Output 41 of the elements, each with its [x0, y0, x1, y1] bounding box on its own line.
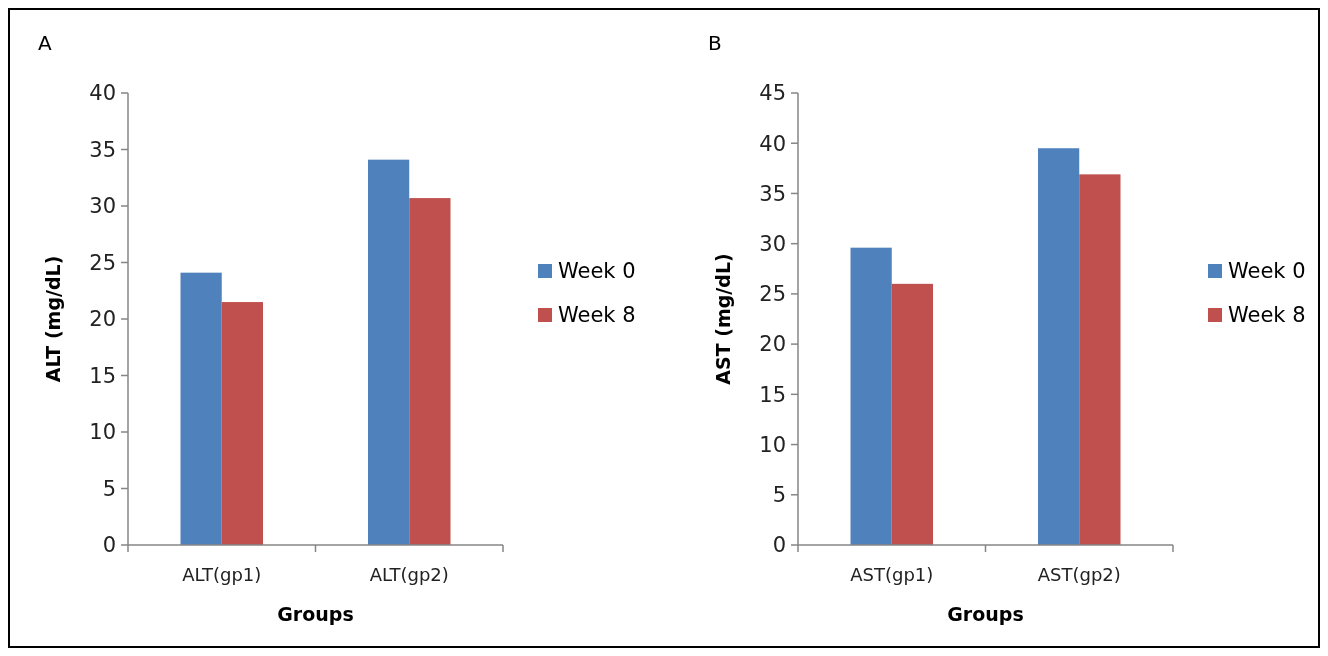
chart-title: A — [38, 31, 52, 55]
bar — [368, 159, 410, 545]
bar — [180, 272, 222, 545]
y-axis-title: ALT (mg/dL) — [42, 255, 64, 383]
y-tick-label: 15 — [759, 382, 786, 407]
legend-label: Week 0 — [558, 259, 636, 284]
bar — [850, 247, 892, 545]
x-tick-label: ALT(gp1) — [182, 564, 262, 585]
y-tick-label: 35 — [759, 181, 786, 206]
y-tick-label: 5 — [102, 476, 116, 501]
y-tick-label: 30 — [89, 194, 116, 219]
x-axis-title: Groups — [277, 603, 354, 625]
y-tick-label: 40 — [759, 131, 786, 156]
bar — [409, 198, 451, 545]
legend-label: Week 0 — [1228, 259, 1306, 284]
y-tick-label: 10 — [89, 420, 116, 445]
y-tick-label: 40 — [89, 81, 116, 106]
x-tick-label: AST(gp2) — [1037, 564, 1121, 585]
y-tick-label: 15 — [89, 363, 116, 388]
legend-label: Week 8 — [558, 303, 636, 328]
bar — [891, 283, 933, 545]
y-tick-label: 0 — [102, 533, 116, 558]
bar — [1079, 174, 1121, 545]
legend-label: Week 8 — [1228, 303, 1306, 328]
y-tick-label: 10 — [759, 432, 786, 457]
bar — [221, 302, 263, 545]
y-tick-label: 20 — [89, 307, 116, 332]
y-axis-title: AST (mg/dL) — [712, 253, 734, 385]
y-tick-label: 0 — [772, 533, 786, 558]
y-tick-label: 35 — [89, 137, 116, 162]
chart-title: B — [708, 31, 722, 55]
x-tick-label: AST(gp1) — [850, 564, 934, 585]
x-axis-title: Groups — [947, 603, 1024, 625]
y-tick-label: 5 — [772, 483, 786, 508]
y-tick-label: 25 — [759, 282, 786, 307]
bar — [1038, 148, 1080, 545]
x-tick-label: ALT(gp2) — [369, 564, 449, 585]
y-tick-label: 20 — [759, 332, 786, 357]
y-tick-label: 30 — [759, 232, 786, 257]
y-tick-label: 25 — [89, 250, 116, 275]
y-tick-label: 45 — [759, 81, 786, 106]
